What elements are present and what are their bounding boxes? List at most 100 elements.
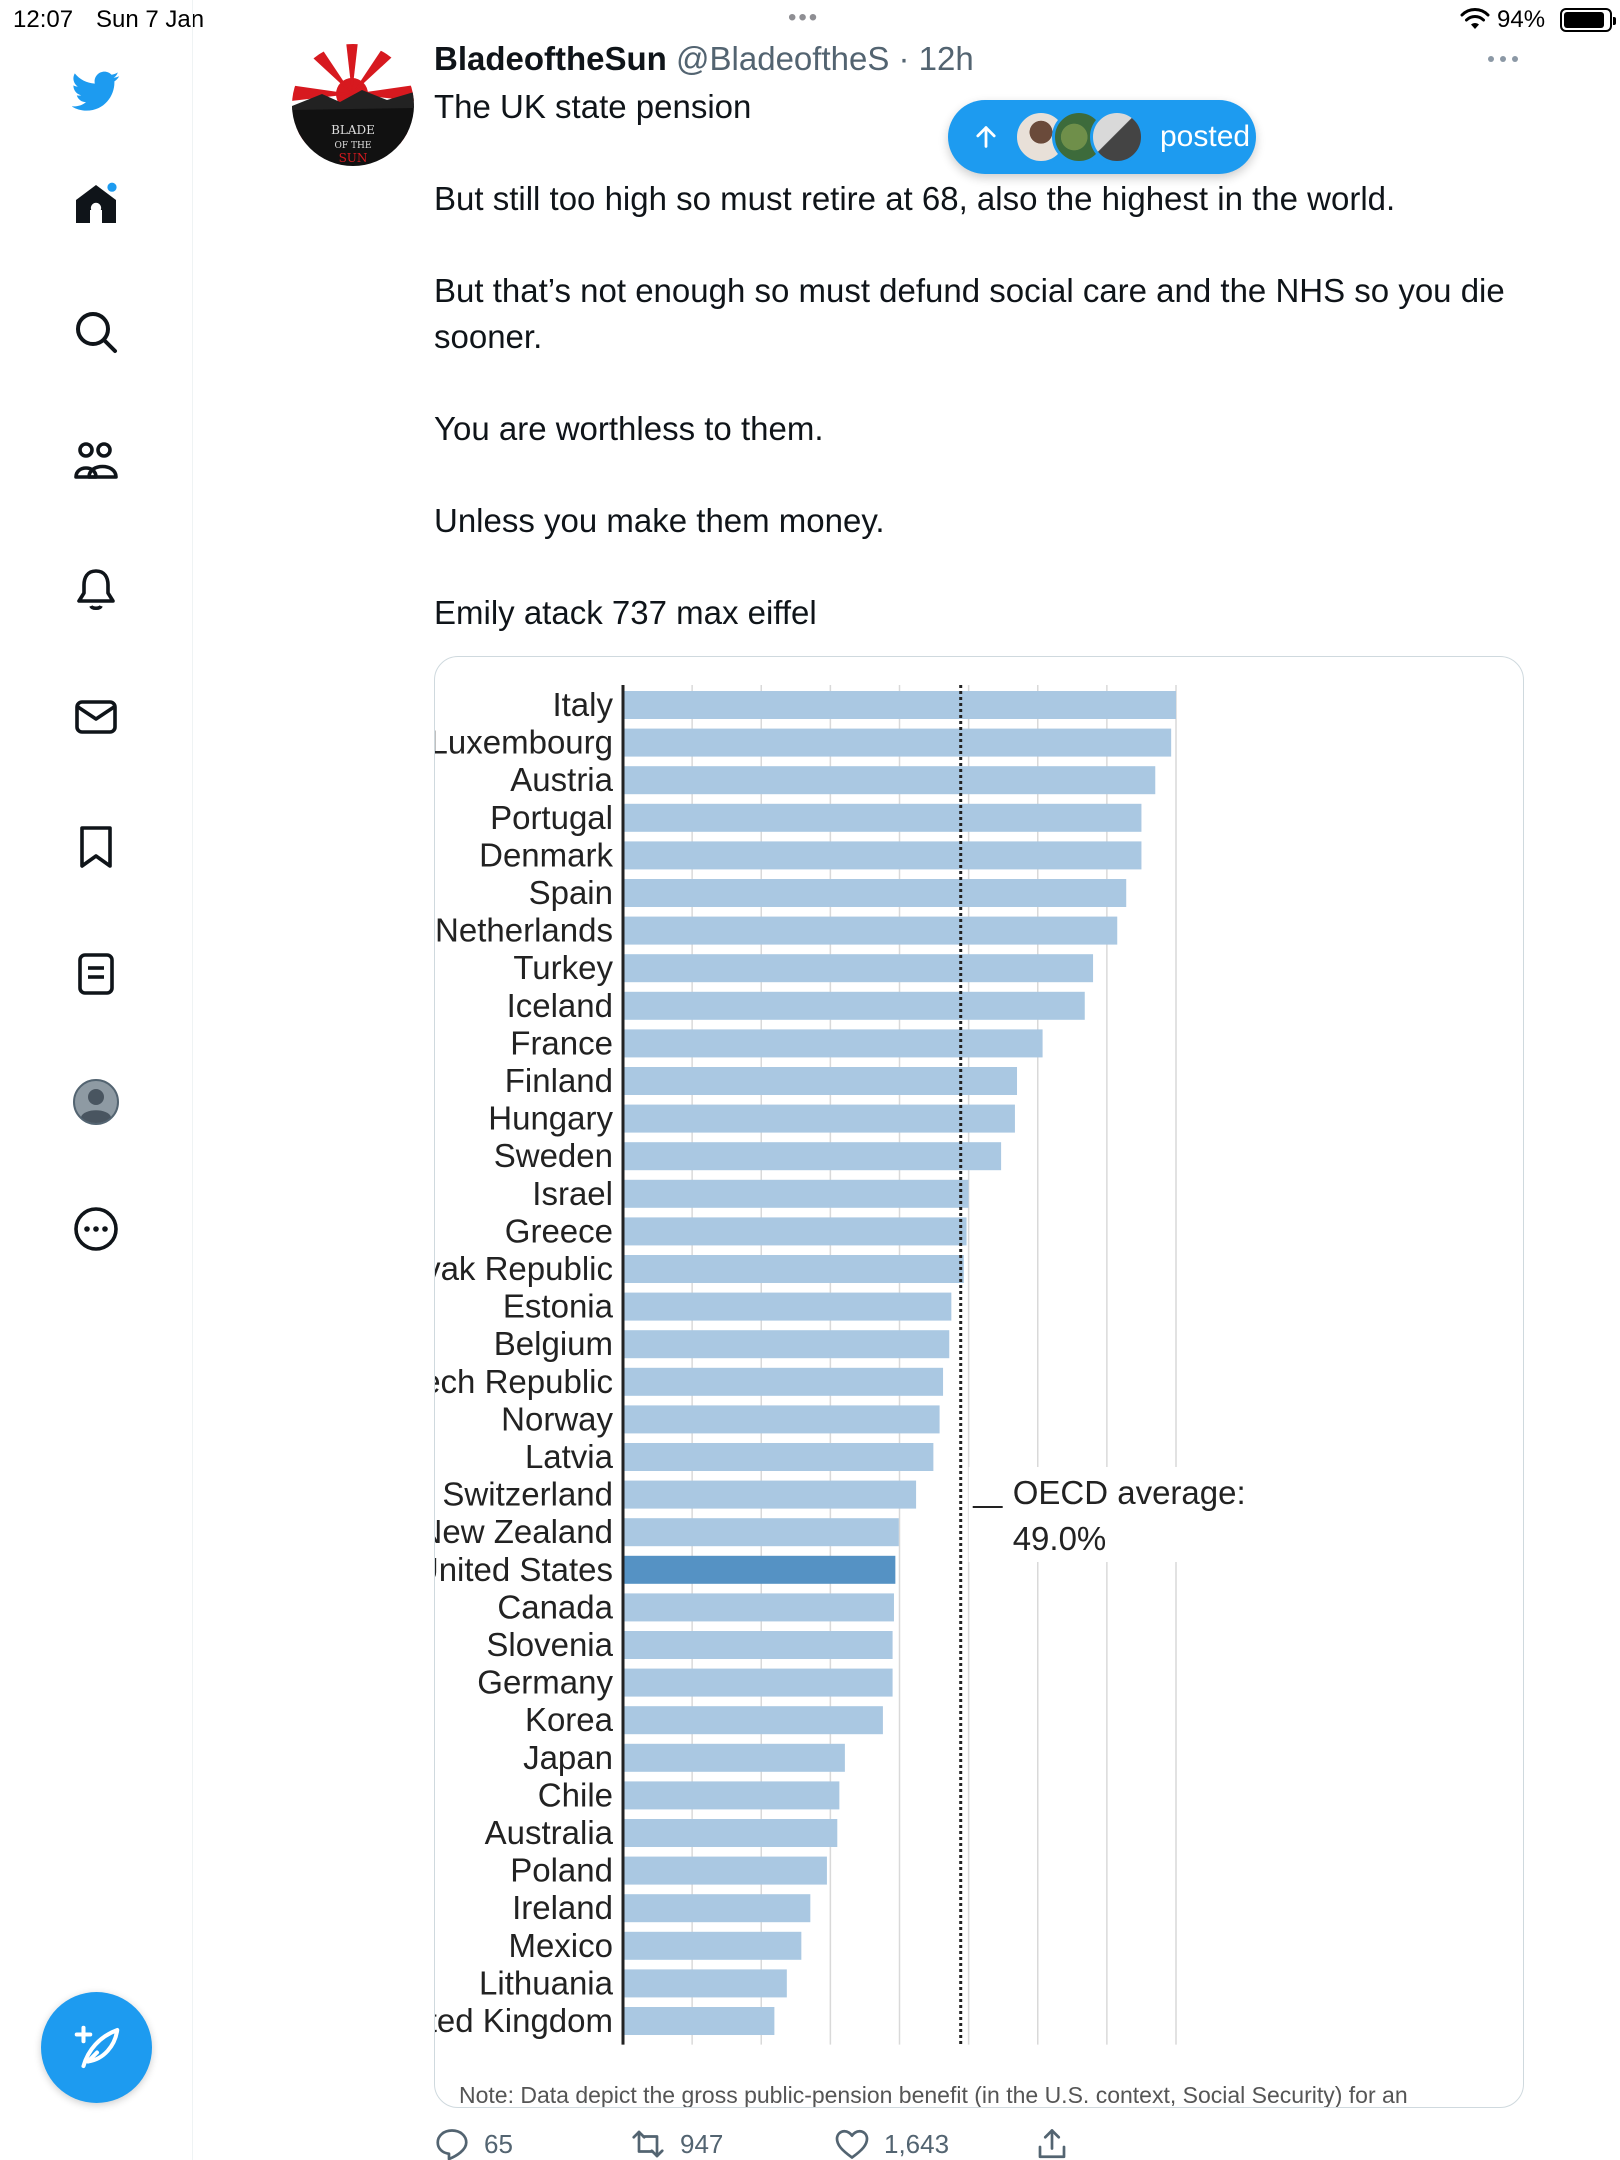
- tweet-paragraph: You are worthless to them.: [434, 410, 824, 447]
- compose-button[interactable]: [41, 1992, 152, 2103]
- chart-bar: [623, 1931, 802, 1960]
- search-icon[interactable]: [62, 298, 130, 366]
- chart-category-label: Iceland: [507, 987, 613, 1024]
- handle[interactable]: @BladeoftheS: [676, 40, 890, 77]
- status-bar: 12:07 Sun 7 Jan ••• 94%: [0, 0, 1620, 40]
- chart-bar: [623, 728, 1172, 757]
- chart-category-label: Norway: [501, 1400, 613, 1437]
- profile-icon[interactable]: [62, 1068, 130, 1136]
- share-button[interactable]: [1034, 2126, 1084, 2160]
- chart-category-label: France: [510, 1024, 613, 1061]
- avatar[interactable]: BLADE OF THE SUN: [292, 44, 414, 166]
- chart-bar: [623, 1743, 845, 1772]
- arrow-up-icon: [976, 126, 996, 148]
- tweet-actions: 65 947 1,643: [434, 2126, 1534, 2160]
- chart-category-label: Italy: [552, 686, 613, 723]
- tweet-paragraph: Unless you make them money.: [434, 502, 885, 539]
- oecd-average-label: OECD average:: [1013, 1474, 1246, 1511]
- more-circle-icon[interactable]: [62, 1195, 130, 1263]
- chart-bar: [623, 1179, 969, 1208]
- chart-category-label: Germany: [477, 1664, 613, 1701]
- display-name[interactable]: BladeoftheSun: [434, 40, 667, 77]
- chart-bar: [623, 1142, 1002, 1171]
- chart-category-label: Israel: [532, 1175, 613, 1212]
- battery-icon: [1560, 8, 1616, 32]
- chart-category-label: Denmark: [479, 836, 613, 873]
- chart-bar: [623, 2007, 775, 2035]
- home-icon[interactable]: [62, 170, 130, 238]
- chart-bar: [623, 1443, 934, 1471]
- svg-text:OF THE: OF THE: [335, 141, 372, 151]
- chart-category-label: Ireland: [512, 1889, 613, 1926]
- chart-bar: [623, 1593, 894, 1622]
- chart-bar: [623, 991, 1085, 1020]
- retweet-icon: [632, 2130, 664, 2158]
- heart-icon: [835, 2129, 869, 2159]
- messages-envelope-icon[interactable]: [62, 683, 130, 751]
- chart-bar: [623, 1819, 838, 1847]
- chart-bar: [623, 916, 1118, 945]
- chart-category-label: Poland: [510, 1852, 613, 1889]
- posted-label: posted: [1160, 120, 1251, 153]
- chart-category-label: Belgium: [494, 1325, 613, 1362]
- tweet[interactable]: BLADE OF THE SUN BladeoftheSun @Bladeoft…: [193, 40, 1620, 2160]
- multitasking-dots-icon[interactable]: •••: [788, 4, 820, 31]
- chart-bar: [623, 1067, 1018, 1095]
- chart-bar: [623, 1367, 944, 1396]
- chart-bar: [623, 1894, 811, 1923]
- tweet-text: The UK state pension But still too high …: [434, 84, 1554, 682]
- more-options-icon[interactable]: [1483, 44, 1523, 74]
- like-button[interactable]: 1,643: [834, 2126, 949, 2160]
- chart-category-label: Portugal: [490, 799, 613, 836]
- oecd-label-background: [968, 1467, 1209, 1562]
- notifications-bell-icon[interactable]: [62, 555, 130, 623]
- compose-feather-icon: [74, 2025, 119, 2068]
- chart-bar: [623, 1405, 940, 1434]
- tweet-header: BladeoftheSun @BladeoftheS · 12h: [434, 40, 974, 78]
- svg-text:SUN: SUN: [339, 151, 368, 165]
- chart-bar: [623, 1781, 840, 1810]
- chart-bar: [623, 803, 1142, 832]
- twitter-bird-icon[interactable]: [62, 57, 130, 125]
- chart-bar: [623, 1969, 787, 1998]
- chart-bar: [623, 1104, 1015, 1133]
- reply-icon: [436, 2129, 468, 2160]
- chart-bar: [623, 879, 1127, 907]
- reply-button[interactable]: 65: [434, 2126, 513, 2160]
- tweet-time[interactable]: · 12h: [898, 40, 974, 77]
- chart-category-label: Canada: [497, 1588, 613, 1625]
- chart-bar: [623, 1706, 883, 1735]
- bookmark-icon[interactable]: [62, 812, 130, 880]
- status-time: 12:07: [13, 6, 74, 33]
- oecd-average-value: 49.0%: [1013, 1520, 1107, 1557]
- chart-category-label: Spain: [529, 874, 613, 911]
- chart-category-label: Slovenia: [486, 1626, 613, 1663]
- chart-category-label: Netherlands: [435, 912, 613, 949]
- chart-category-label: Latvia: [525, 1438, 614, 1475]
- chart-category-label: Sweden: [494, 1137, 613, 1174]
- chart-bar: [623, 1856, 827, 1885]
- tweet-paragraph: Emily atack 737 max eiffel: [434, 594, 817, 631]
- reply-count: 65: [484, 2128, 513, 2159]
- chart-category-label: Korea: [525, 1701, 614, 1738]
- like-count: 1,643: [884, 2128, 950, 2159]
- chart-category-label: United Kingdom: [435, 2002, 613, 2039]
- svg-text:BLADE: BLADE: [331, 123, 375, 137]
- chart-category-label: Luxembourg: [435, 724, 613, 761]
- tweet-paragraph: The UK state pension: [434, 88, 752, 125]
- lists-icon[interactable]: [62, 940, 130, 1008]
- new-posts-pill[interactable]: posted: [948, 100, 1256, 174]
- chart-category-label: Turkey: [513, 949, 613, 986]
- chart-bar: [623, 1668, 893, 1697]
- retweet-button[interactable]: 947: [630, 2126, 723, 2160]
- pension-chart: ItalyLuxembourgAustriaPortugalDenmarkSpa…: [435, 685, 1408, 2107]
- chart-category-label: Greece: [505, 1212, 613, 1249]
- chart-bar: [623, 1555, 896, 1584]
- tweet-image-chart[interactable]: Italy Luxembourg Austria Portugal Denmark Spa…: [434, 656, 1524, 2108]
- chart-bar: [623, 841, 1142, 870]
- chart-category-label: Mexico: [508, 1927, 613, 1964]
- wifi-icon: [1460, 8, 1490, 29]
- sidebar: [0, 0, 193, 2160]
- communities-icon[interactable]: [62, 427, 130, 495]
- chart-category-label: New Zealand: [435, 1513, 613, 1550]
